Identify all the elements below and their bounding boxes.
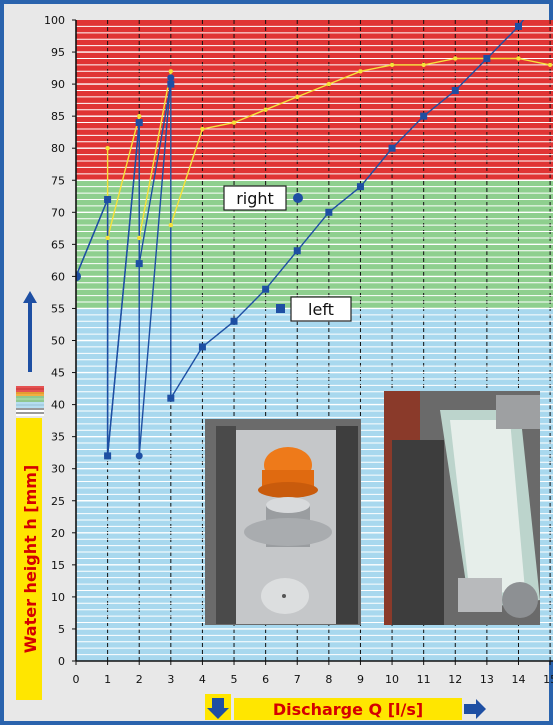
- point-yellow: [168, 69, 174, 74]
- y-tick-label: 40: [51, 399, 65, 412]
- x-axis-title: Discharge Q [l/s]: [205, 694, 486, 720]
- y-tick-label: 60: [51, 270, 65, 283]
- point-yellow: [358, 69, 363, 74]
- x-tick-label: 15: [543, 673, 553, 686]
- point-yellow: [547, 62, 553, 68]
- legend-right: right: [223, 185, 303, 211]
- point-left: [135, 260, 143, 268]
- x-tick-label: 9: [357, 673, 364, 686]
- point-left: [135, 119, 143, 127]
- x-tick-label: 4: [199, 673, 206, 686]
- y-tick-label: 100: [44, 14, 65, 27]
- y-tick-label: 50: [51, 335, 65, 348]
- y-axis-title: Water height h [mm]: [16, 291, 44, 700]
- y-tick-label: 65: [51, 238, 65, 251]
- x-tick-label: 5: [231, 673, 238, 686]
- point-yellow: [421, 62, 426, 68]
- x-tick-label: 13: [480, 673, 494, 686]
- photo-water-channel: [384, 391, 540, 625]
- point-yellow: [137, 235, 142, 241]
- y-tick-label: 10: [51, 591, 65, 604]
- point-left: [230, 317, 238, 325]
- y-tick-label: 70: [51, 206, 65, 219]
- x-axis-right-arrow-icon: [464, 699, 486, 719]
- point-left: [524, 10, 531, 17]
- y-tick-label: 30: [51, 463, 65, 476]
- point-left: [104, 452, 112, 460]
- y-tick-label: 55: [51, 302, 65, 315]
- y-axis-arrow-icon: [23, 291, 37, 372]
- point-yellow: [105, 146, 110, 151]
- x-tick-label: 14: [511, 673, 525, 686]
- point-left: [262, 285, 270, 293]
- point-left: [167, 80, 175, 88]
- point-left: [198, 343, 206, 351]
- x-axis-label: Discharge Q [l/s]: [273, 700, 423, 719]
- y-tick-label: 0: [58, 655, 65, 668]
- y-tick-label: 85: [51, 110, 65, 123]
- legend-right-label: right: [236, 189, 274, 208]
- series-markers: [76, 10, 553, 460]
- point-yellow: [516, 56, 521, 61]
- point-yellow: [295, 94, 300, 100]
- point-left: [167, 394, 175, 402]
- x-tick-label: 8: [325, 673, 332, 686]
- point-yellow: [231, 120, 237, 125]
- point-yellow: [105, 235, 110, 241]
- point-yellow: [326, 81, 332, 87]
- y-tick-label: 95: [51, 46, 65, 59]
- x-tick-label: 10: [385, 673, 399, 686]
- point-right: [167, 74, 175, 82]
- point-left: [104, 195, 112, 203]
- point-yellow: [200, 126, 205, 132]
- legend-right-marker: [293, 193, 303, 203]
- photo-drain-fitting: [205, 419, 361, 625]
- y-tick-label: 15: [51, 559, 65, 572]
- point-yellow: [389, 62, 395, 68]
- legend-left-marker: [276, 304, 285, 313]
- x-tick-label: 1: [104, 673, 111, 686]
- y-tick-label: 5: [58, 623, 65, 636]
- x-tick-label: 3: [167, 673, 174, 686]
- point-left: [388, 144, 396, 152]
- x-tick-label: 0: [73, 673, 80, 686]
- point-left: [356, 183, 364, 191]
- point-right: [135, 452, 143, 460]
- x-tick-label: 7: [294, 673, 301, 686]
- legend-left: left: [276, 296, 352, 322]
- x-tick-label: 12: [448, 673, 462, 686]
- x-tick-label: 2: [136, 673, 143, 686]
- point-left: [514, 22, 522, 30]
- y-tick-label: 20: [51, 527, 65, 540]
- point-left: [420, 112, 428, 120]
- y-tick-labels: 0 5 10 15 20 25 30 35 40 45 50 55 60 65 70 75 80 85 90 95 10…: [44, 14, 76, 668]
- point-left: [76, 272, 80, 280]
- y-tick-label: 25: [51, 495, 65, 508]
- point-left: [325, 208, 333, 216]
- point-left: [483, 54, 491, 62]
- legend-left-label: left: [308, 300, 334, 319]
- y-tick-label: 45: [51, 367, 65, 380]
- x-tick-label: 11: [417, 673, 431, 686]
- y-tick-label: 35: [51, 431, 65, 444]
- y-axis-label: Water height h [mm]: [21, 465, 40, 654]
- point-yellow: [137, 113, 142, 119]
- point-yellow: [453, 56, 458, 61]
- point-left: [293, 247, 301, 255]
- x-tick-label: 6: [262, 673, 269, 686]
- point-yellow: [168, 222, 174, 228]
- x-tick-labels: 0123456789101112131415: [73, 661, 553, 686]
- y-tick-label: 75: [51, 174, 65, 187]
- y-tick-label: 80: [51, 142, 65, 155]
- y-tick-label: 90: [51, 78, 65, 91]
- band-2: [76, 20, 553, 181]
- point-left: [451, 87, 459, 95]
- point-yellow: [263, 107, 268, 112]
- x-axis-down-arrow-icon: [207, 698, 229, 719]
